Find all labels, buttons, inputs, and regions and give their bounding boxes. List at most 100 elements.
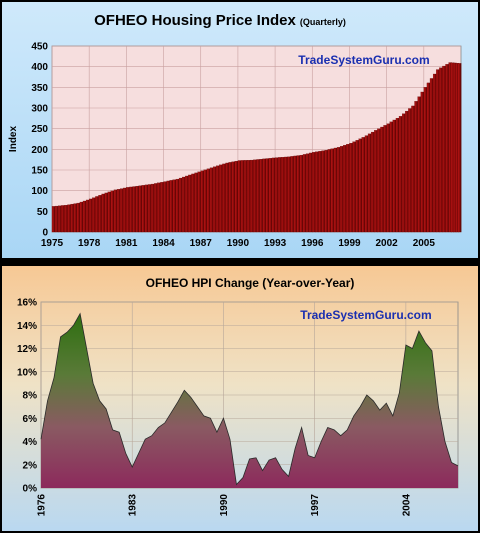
top-x-tick-label: 1996 — [301, 238, 324, 249]
top-x-tick-label: 1978 — [78, 238, 101, 249]
bottom-watermark: TradeSystemGuru.com — [300, 308, 431, 322]
bottom-series-line — [40, 312, 459, 486]
top-y-tick-labels: 0 50 100 150 200 250 300 350 400 450 — [31, 42, 48, 239]
top-bar — [265, 158, 270, 233]
top-bar — [262, 158, 267, 233]
top-bar — [436, 69, 440, 233]
top-x-tick-labels: 1975 1978 1981 1984 1987 1990 1993 1996 1999 2002… — [41, 238, 436, 249]
top-bar — [141, 185, 146, 233]
top-bar — [281, 157, 285, 233]
top-bar — [324, 150, 329, 233]
top-bar — [107, 191, 112, 233]
top-bar — [197, 171, 202, 233]
top-y-tick-label: 150 — [31, 166, 48, 177]
top-bar — [129, 186, 133, 233]
top-bar — [126, 187, 130, 233]
bottom-y-tick-label: 4% — [23, 437, 38, 448]
top-bar — [349, 143, 353, 233]
top-y-tick-label: 50 — [37, 207, 49, 218]
top-bar — [457, 63, 462, 233]
top-bar — [151, 183, 155, 233]
top-bar — [426, 82, 431, 233]
top-bar — [169, 180, 174, 233]
top-bar — [318, 151, 322, 233]
top-bar — [172, 179, 177, 233]
bottom-y-tick-label: 8% — [23, 391, 38, 402]
top-bar — [101, 193, 105, 233]
top-bar — [243, 160, 248, 233]
top-bar — [166, 180, 171, 233]
top-bar — [209, 167, 214, 233]
top-bar — [76, 202, 81, 233]
top-bar — [364, 135, 369, 233]
top-bar — [392, 119, 397, 233]
bottom-y-tick-label: 12% — [17, 344, 37, 355]
top-bar — [358, 138, 363, 233]
top-x-tick-label: 1993 — [264, 238, 287, 249]
top-bar — [371, 131, 375, 233]
bottom-x-tick-label: 1976 — [37, 494, 48, 517]
top-bar — [321, 150, 325, 233]
top-bar — [212, 166, 217, 233]
top-y-tick-label: 450 — [31, 42, 48, 53]
top-y-tick-label: 100 — [31, 186, 48, 197]
top-x-tick-label: 2002 — [376, 238, 399, 249]
top-bar — [296, 155, 301, 233]
bottom-area-series — [40, 312, 459, 488]
top-bar — [253, 159, 257, 233]
bottom-y-tick-label: 6% — [23, 414, 38, 425]
top-bar — [178, 177, 183, 233]
top-bar — [417, 96, 422, 233]
top-bar — [445, 64, 449, 233]
top-bar — [73, 203, 78, 233]
top-x-tick-label: 1975 — [41, 238, 64, 249]
top-bar — [123, 187, 127, 233]
top-x-tick-label: 1999 — [338, 238, 361, 249]
top-bar — [278, 157, 282, 233]
top-chart-title: OFHEO Housing Price Index (Quarterly) — [94, 12, 346, 29]
top-bar — [305, 153, 310, 233]
top-bar — [250, 159, 254, 233]
top-bar — [442, 65, 446, 233]
top-bar — [259, 159, 264, 233]
top-bar — [82, 200, 87, 233]
top-bar — [144, 184, 149, 233]
top-bar — [411, 105, 415, 233]
top-bar — [157, 182, 161, 233]
top-bar — [138, 185, 143, 233]
top-bar — [271, 157, 276, 233]
top-x-tick-label: 1987 — [190, 238, 213, 249]
top-bar — [85, 199, 90, 233]
top-bar — [247, 160, 251, 233]
top-y-tick-label: 0 — [42, 228, 48, 239]
top-bar — [182, 176, 186, 233]
top-bar — [327, 149, 332, 233]
top-bar — [439, 67, 443, 233]
top-bar — [330, 148, 335, 233]
top-bar — [194, 172, 198, 233]
top-bar — [92, 197, 96, 233]
top-bar — [234, 160, 239, 233]
top-y-axis-label: Index — [8, 126, 19, 153]
bottom-x-tick-label: 1990 — [219, 494, 230, 517]
top-bar — [104, 192, 109, 233]
top-bar — [222, 163, 226, 233]
top-bar — [188, 174, 192, 233]
bottom-x-tick-label: 1997 — [310, 494, 321, 517]
top-bar — [110, 190, 115, 233]
top-bar — [377, 128, 381, 233]
top-bar — [58, 205, 62, 233]
bottom-x-tick-labels: 1976 1983 1990 1997 2004 — [37, 494, 413, 517]
top-bar — [113, 189, 118, 233]
top-bar — [237, 160, 242, 233]
top-y-tick-label: 350 — [31, 83, 48, 94]
top-bar — [429, 78, 434, 233]
bottom-x-tick-label: 1983 — [128, 494, 139, 517]
top-bar — [395, 118, 400, 233]
top-bar — [216, 165, 220, 233]
bottom-y-tick-label: 2% — [23, 460, 38, 471]
top-bar — [70, 203, 75, 233]
top-bar — [163, 181, 167, 233]
top-bar — [79, 201, 84, 233]
